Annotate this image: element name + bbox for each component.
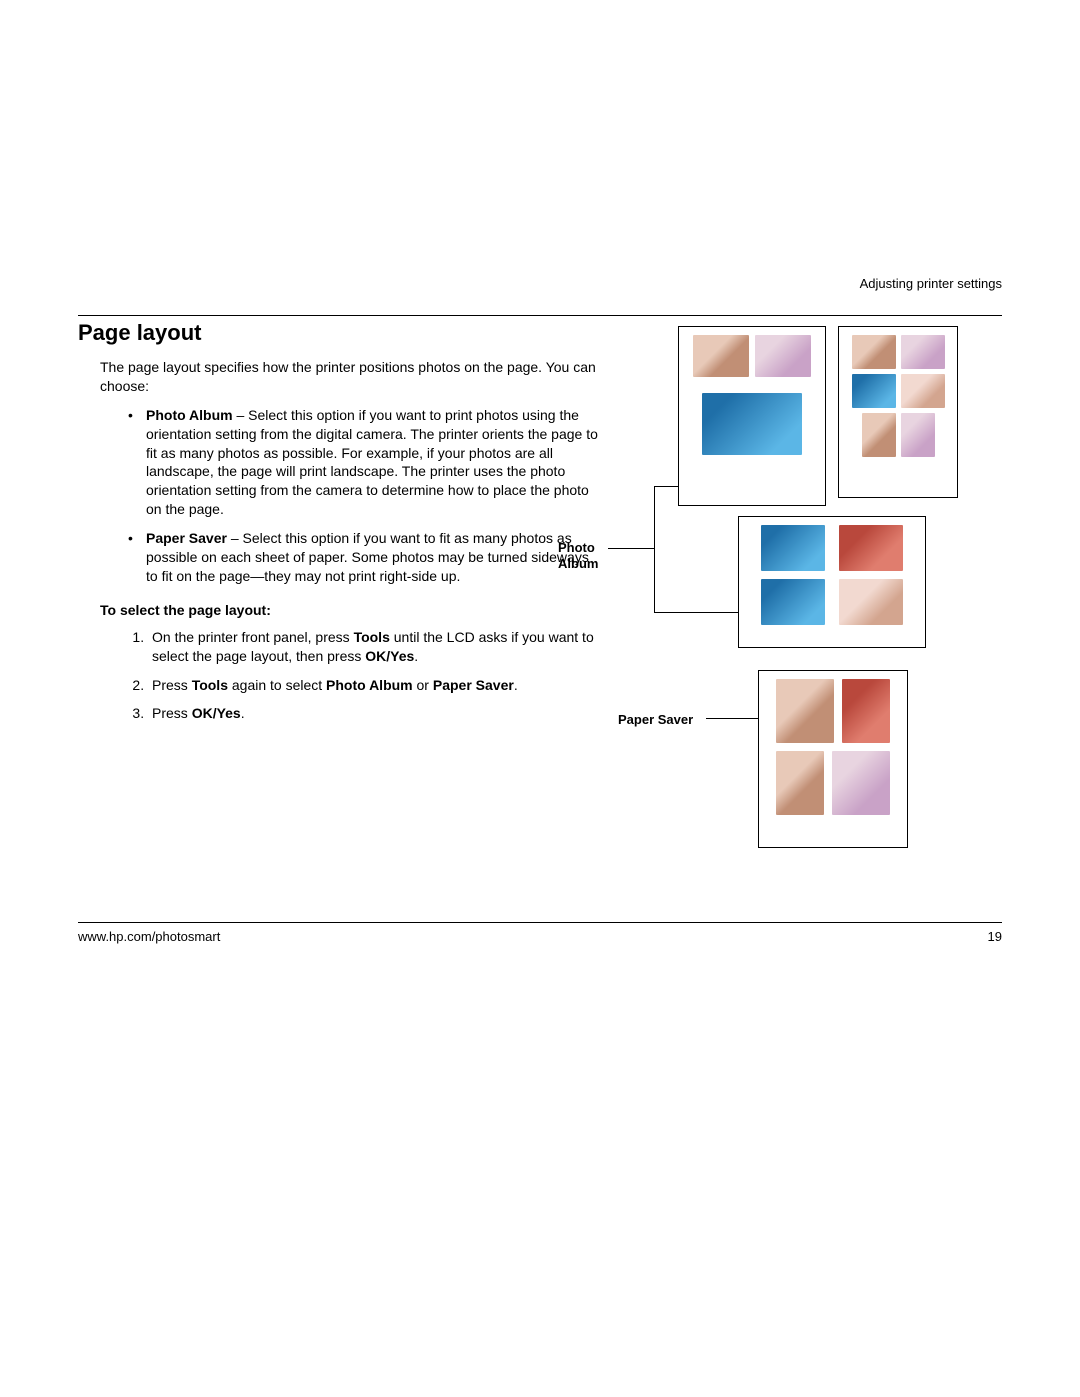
procedure-heading: To select the page layout: (100, 602, 598, 618)
option-paper-saver: Paper Saver – Select this option if you … (128, 529, 598, 586)
option-name: Photo Album (146, 407, 233, 423)
manual-page: Adjusting printer settings Page layout T… (78, 300, 1002, 860)
photo-thumb (839, 525, 903, 571)
intro-paragraph: The page layout specifies how the printe… (100, 358, 598, 396)
step-1: On the printer front panel, press Tools … (148, 628, 598, 666)
page-layout-diagram: Photo Album Paper Saver (558, 326, 1018, 856)
photo-thumb (852, 374, 896, 408)
header-rule (78, 315, 1002, 316)
page-footer: www.hp.com/photosmart 19 (78, 922, 1002, 944)
procedure-steps: On the printer front panel, press Tools … (148, 628, 598, 724)
text-column: Page layout The page layout specifies ho… (78, 320, 598, 860)
footer-url: www.hp.com/photosmart (78, 929, 220, 944)
leader-line (654, 486, 655, 612)
option-name: Paper Saver (146, 530, 227, 546)
sample-page-paper-saver (758, 670, 908, 848)
photo-thumb (839, 579, 903, 625)
step-2: Press Tools again to select Photo Album … (148, 676, 598, 695)
photo-thumb (702, 393, 802, 455)
photo-thumb (852, 335, 896, 369)
photo-thumb (776, 751, 824, 815)
photo-thumb (862, 413, 896, 457)
photo-thumb (901, 335, 945, 369)
photo-thumb (761, 525, 825, 571)
illustration-column: Photo Album Paper Saver (618, 320, 1002, 860)
page-title: Page layout (78, 320, 598, 346)
option-desc: – Select this option if you want to prin… (146, 407, 598, 517)
option-photo-album: Photo Album – Select this option if you … (128, 406, 598, 519)
running-header: Adjusting printer settings (78, 276, 1002, 291)
options-list: Photo Album – Select this option if you … (128, 406, 598, 586)
footer-page-number: 19 (988, 929, 1002, 944)
photo-thumb (901, 374, 945, 408)
leader-line (654, 486, 678, 487)
photo-thumb (832, 751, 890, 815)
photo-thumb (842, 679, 890, 743)
sample-page-photo-album-1 (678, 326, 826, 506)
photo-thumb (901, 413, 935, 457)
content-area: Page layout The page layout specifies ho… (78, 320, 1002, 860)
photo-thumb (693, 335, 749, 377)
photo-thumb (755, 335, 811, 377)
label-paper-saver: Paper Saver (618, 712, 693, 728)
sample-page-photo-album-2 (838, 326, 958, 498)
photo-thumb (776, 679, 834, 743)
leader-line (654, 612, 738, 613)
step-3: Press OK/Yes. (148, 704, 598, 723)
label-photo-album: Photo Album (558, 540, 598, 571)
sample-page-photo-album-3 (738, 516, 926, 648)
leader-line (706, 718, 758, 719)
photo-thumb (761, 579, 825, 625)
leader-line (608, 548, 654, 549)
